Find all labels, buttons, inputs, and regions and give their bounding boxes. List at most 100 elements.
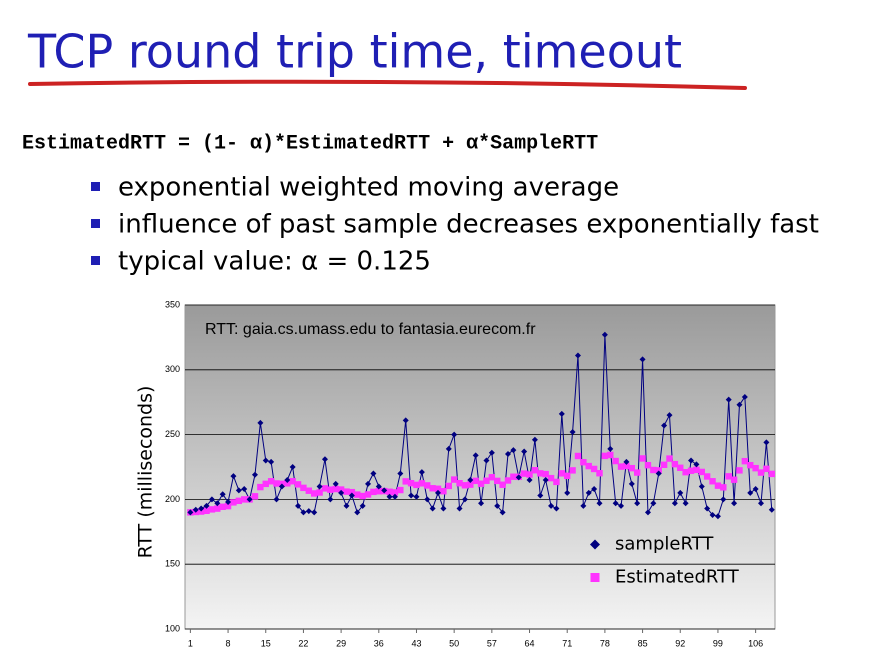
data-point <box>300 509 307 516</box>
data-point <box>461 482 469 489</box>
data-point <box>391 493 398 500</box>
data-point <box>305 487 313 494</box>
data-point <box>510 473 517 480</box>
data-point <box>499 481 506 488</box>
x-tick-label: 50 <box>449 638 459 648</box>
data-point <box>504 451 511 458</box>
data-point <box>246 496 253 503</box>
y-tick-label: 300 <box>165 364 180 374</box>
data-point <box>569 467 576 474</box>
data-point <box>386 493 393 500</box>
data-point <box>499 509 506 516</box>
data-point <box>316 489 323 496</box>
data-point <box>257 483 264 491</box>
data-point <box>591 486 598 493</box>
data-point <box>639 455 646 462</box>
data-point <box>332 485 339 493</box>
x-tick-label: 15 <box>261 638 271 648</box>
data-point <box>682 500 689 507</box>
data-point <box>235 487 242 494</box>
data-point <box>332 480 339 487</box>
data-point <box>370 470 377 477</box>
data-point <box>289 478 296 485</box>
data-point <box>526 476 533 483</box>
data-point <box>547 474 555 482</box>
data-point <box>418 480 426 487</box>
data-point <box>494 502 501 509</box>
data-point <box>634 500 641 507</box>
data-point <box>402 478 409 485</box>
data-point <box>429 505 436 512</box>
data-point <box>440 505 447 512</box>
data-point <box>391 489 399 496</box>
data-point <box>230 473 237 480</box>
data-point <box>251 493 259 500</box>
data-point <box>370 488 377 496</box>
data-point <box>472 477 479 485</box>
data-point <box>316 483 323 490</box>
data-point <box>241 496 248 503</box>
bullet-text: typical value: α = 0.125 <box>118 247 431 277</box>
data-point <box>736 401 743 408</box>
data-point <box>763 465 770 473</box>
data-point <box>413 493 420 500</box>
data-point <box>381 487 388 494</box>
data-point <box>542 476 549 483</box>
data-point <box>730 476 738 483</box>
data-point <box>300 484 307 492</box>
data-point <box>677 489 684 496</box>
data-point <box>666 412 673 419</box>
data-point <box>660 461 668 468</box>
data-point <box>709 478 716 485</box>
data-point <box>343 502 350 509</box>
x-tick-label: 1 <box>188 638 193 648</box>
data-point <box>197 508 205 515</box>
data-point <box>639 356 646 363</box>
data-point <box>677 464 684 471</box>
data-point <box>445 445 452 452</box>
data-point <box>208 496 215 503</box>
data-point <box>601 331 608 338</box>
data-point <box>590 465 598 473</box>
data-point <box>402 417 409 424</box>
data-point <box>198 505 205 512</box>
data-point <box>467 476 474 483</box>
data-point <box>747 489 754 496</box>
data-point <box>354 491 361 498</box>
data-point <box>628 480 635 487</box>
bullet-marker <box>91 256 100 265</box>
data-point <box>386 488 393 495</box>
bullet-text: influence of past sample decreases expon… <box>118 210 819 240</box>
x-tick-label: 92 <box>675 638 685 648</box>
data-point <box>596 500 603 507</box>
data-point <box>542 470 549 478</box>
data-point <box>601 452 609 460</box>
data-point <box>580 502 587 509</box>
data-point <box>359 502 366 509</box>
legend-label: sampleRTT <box>615 534 714 555</box>
data-point <box>187 509 194 516</box>
data-point <box>273 480 280 487</box>
data-point <box>321 485 329 492</box>
data-point <box>736 467 743 474</box>
data-point <box>580 459 587 466</box>
x-tick-label: 22 <box>298 638 308 648</box>
x-tick-label: 8 <box>226 638 231 648</box>
data-point <box>553 478 560 486</box>
data-point <box>612 457 619 465</box>
data-point <box>693 461 700 468</box>
data-point <box>720 496 727 503</box>
data-point <box>644 461 652 469</box>
data-point <box>666 455 673 462</box>
data-point <box>714 482 722 489</box>
data-point <box>585 462 592 470</box>
x-tick-label: 29 <box>336 638 346 648</box>
data-point <box>424 496 431 503</box>
data-point <box>397 486 404 494</box>
data-point <box>397 470 404 477</box>
data-point <box>478 500 485 507</box>
data-point <box>520 470 528 477</box>
data-point <box>607 451 614 459</box>
